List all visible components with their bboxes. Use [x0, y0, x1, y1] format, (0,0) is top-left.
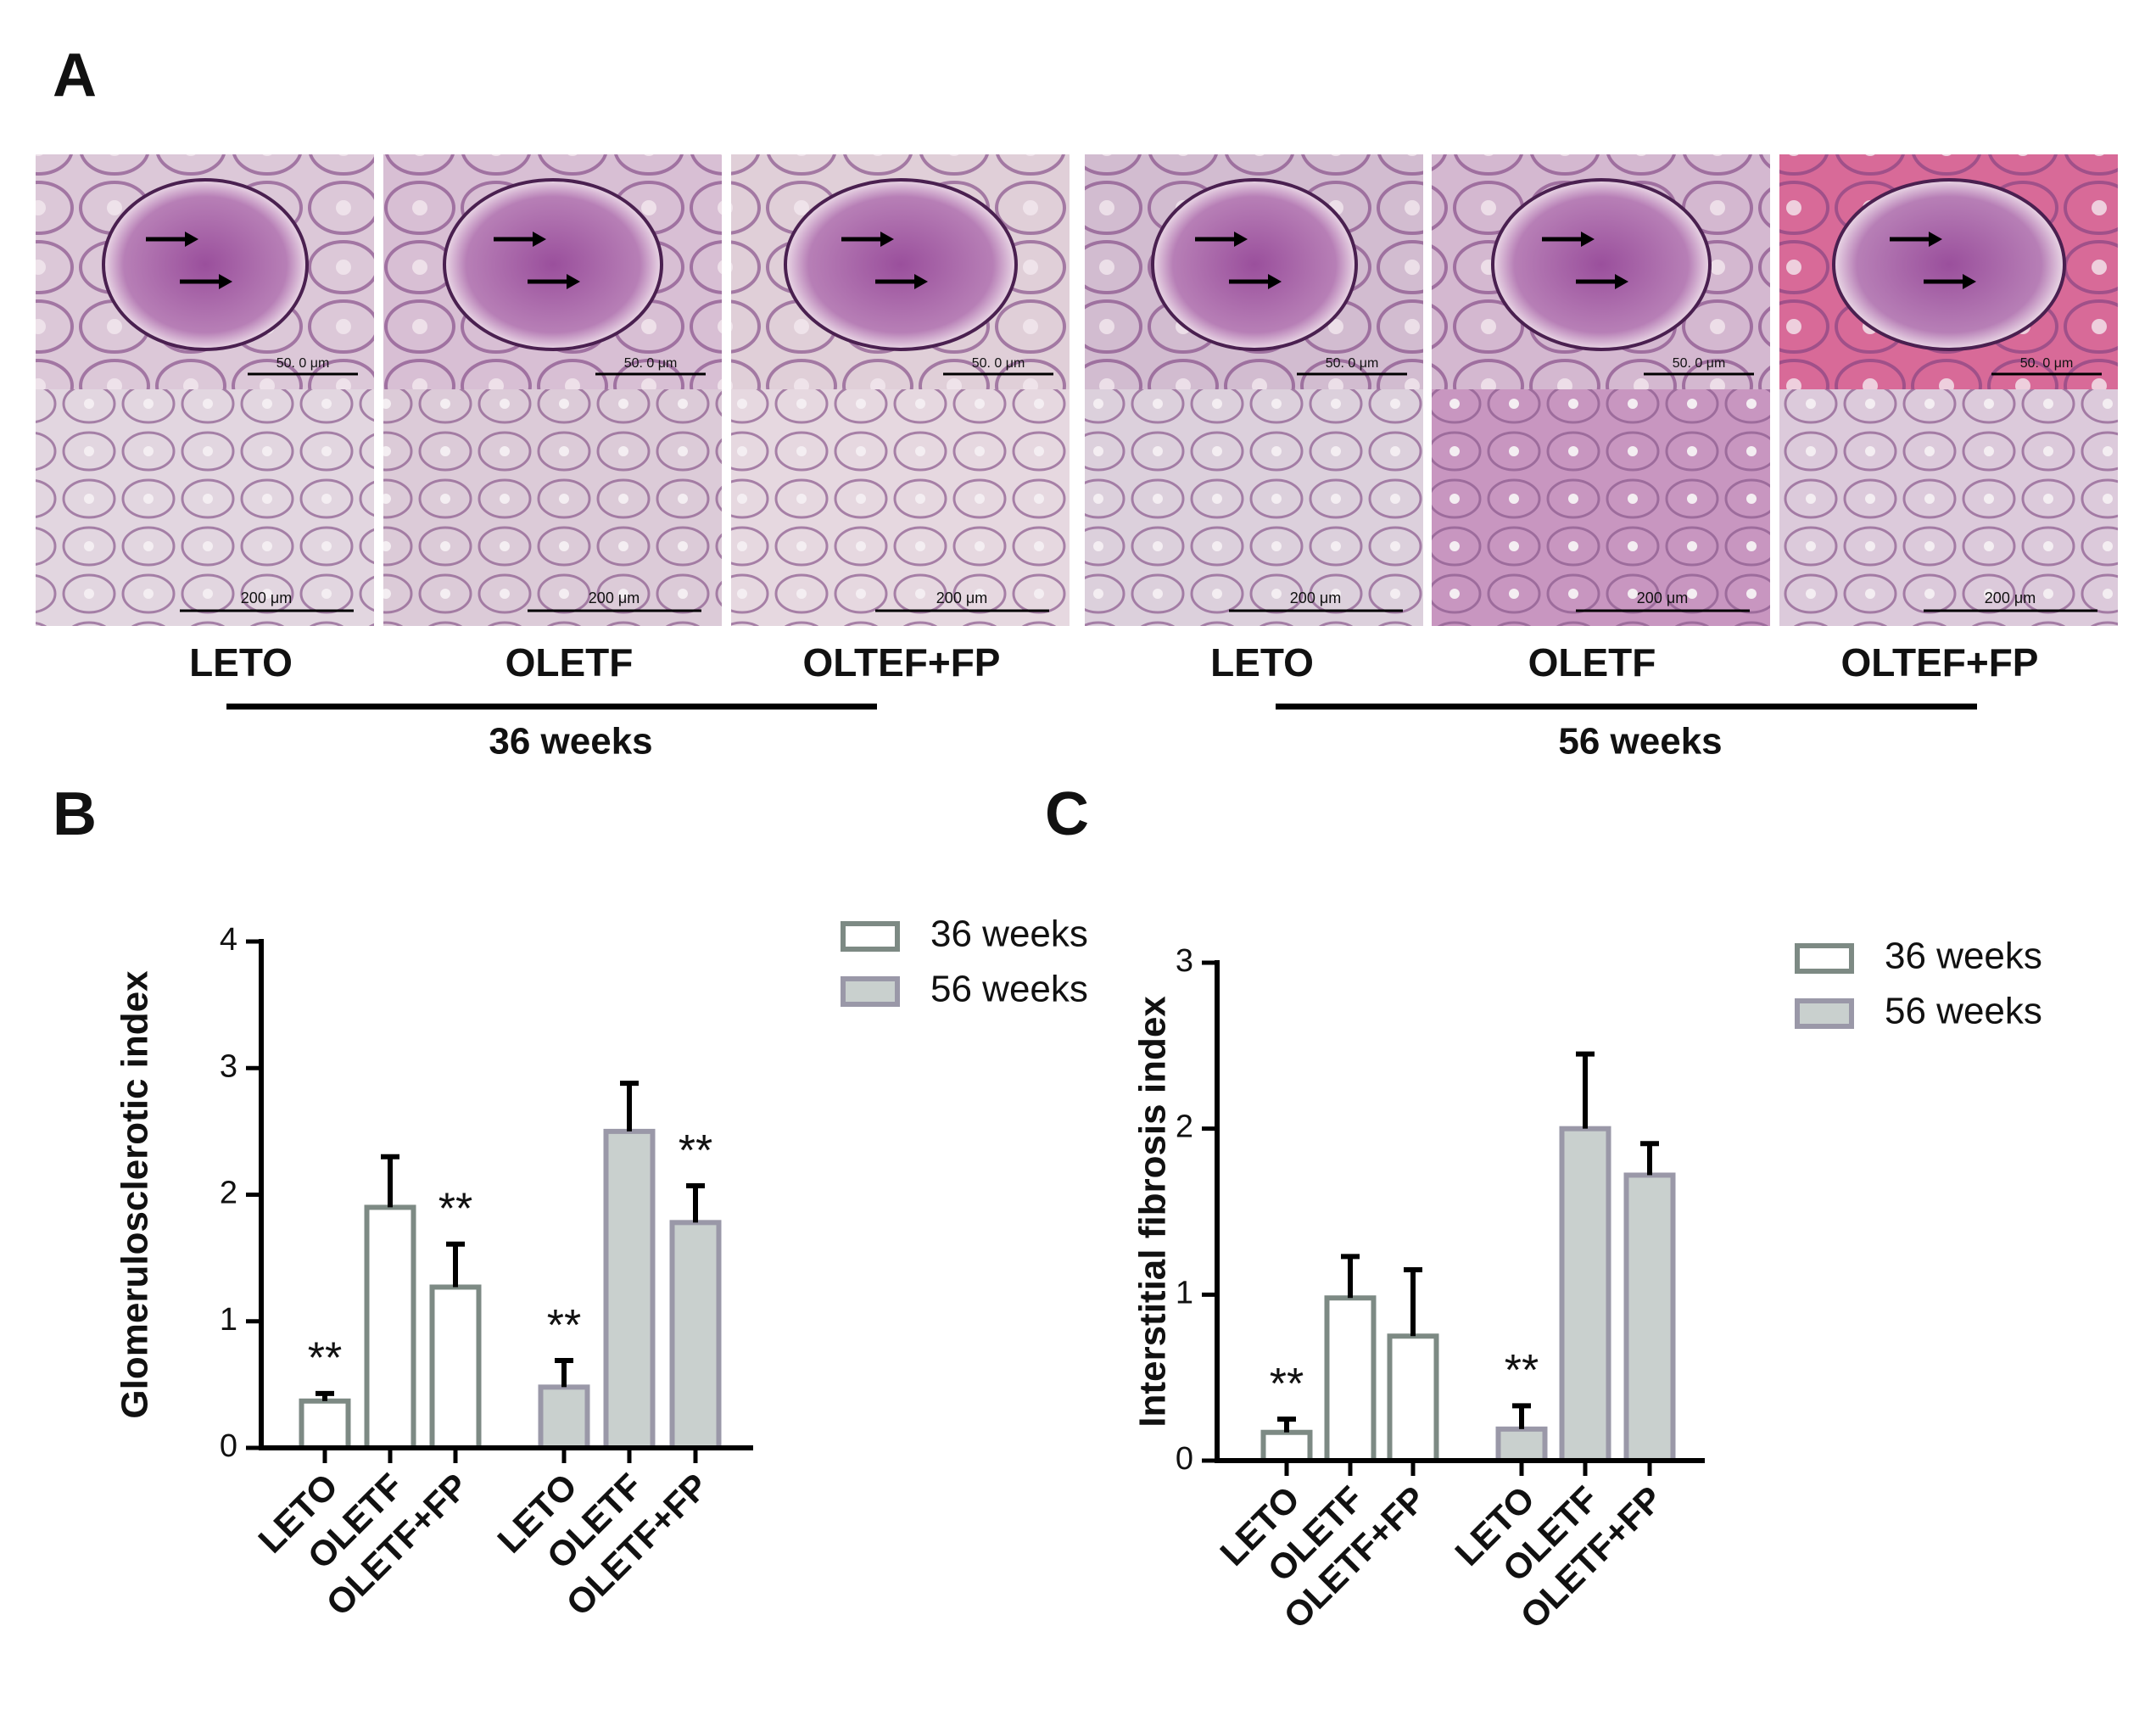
arrow-head	[1268, 274, 1282, 289]
bar	[1495, 1426, 1548, 1464]
scale-bar-label: 50. 0 μm	[276, 356, 330, 371]
arrow-head	[567, 274, 580, 289]
bar	[1260, 1429, 1313, 1464]
legend-label: 36 weeks	[930, 914, 1088, 955]
scale-bar-label: 200 μm	[1290, 589, 1341, 606]
group-label: OLTEF+FP	[803, 640, 1001, 684]
bar	[299, 1398, 351, 1450]
bar	[364, 1204, 416, 1451]
micrograph-texture	[36, 389, 374, 626]
significance: **	[438, 1184, 472, 1233]
micrograph-texture	[1779, 389, 2118, 626]
group-title: 56 weeks	[1558, 721, 1722, 763]
y-tick-label: 0	[1176, 1441, 1193, 1477]
glomerulus	[1832, 178, 2066, 351]
arrow-head	[533, 232, 546, 247]
scale-bar-label: 50. 0 μm	[2020, 356, 2074, 371]
y-tick-label: 0	[220, 1428, 237, 1464]
arrow-head	[219, 274, 232, 289]
panel-letter: A	[53, 42, 97, 109]
arrow-head	[1929, 232, 1942, 247]
scale-bar-label: 50. 0 μm	[1673, 356, 1726, 371]
scale-bar-label: 200 μm	[936, 589, 987, 606]
glomerulus	[784, 178, 1018, 351]
arrow-head	[880, 232, 894, 247]
micrograph-texture	[1085, 389, 1423, 626]
significance: **	[308, 1334, 342, 1383]
legend-label: 56 weeks	[930, 969, 1088, 1010]
scale-bar-label: 200 μm	[241, 589, 292, 606]
y-tick-label: 1	[1176, 1275, 1193, 1310]
glomerulus	[1151, 178, 1358, 351]
significance: **	[679, 1126, 712, 1176]
arrow-head	[1963, 274, 1976, 289]
bar	[1387, 1333, 1439, 1463]
bar	[1623, 1172, 1676, 1464]
y-tick-label: 1	[220, 1302, 237, 1338]
bar	[538, 1384, 590, 1450]
y-tick-label: 4	[220, 922, 237, 958]
panel-letter: C	[1045, 780, 1089, 848]
scale-bar-label: 50. 0 μm	[624, 356, 678, 371]
group-label: LETO	[1210, 640, 1314, 684]
micrograph-texture	[1432, 389, 1770, 626]
bar	[1324, 1295, 1377, 1464]
glomerulus	[1491, 178, 1712, 351]
arrow-head	[185, 232, 198, 247]
group-title: 36 weeks	[489, 721, 652, 763]
scale-bar-label: 200 μm	[589, 589, 640, 606]
group-label: OLTEF+FP	[1841, 640, 2039, 684]
group-label: OLETF	[1528, 640, 1656, 684]
glomerulus	[102, 178, 309, 351]
legend-label: 36 weeks	[1885, 936, 2042, 977]
y-tick-label: 2	[1176, 1109, 1193, 1145]
bar	[603, 1128, 656, 1450]
bar	[669, 1220, 722, 1450]
micrograph-texture	[731, 389, 1070, 626]
legend-swatch	[841, 976, 900, 1007]
legend-label: 56 weeks	[1885, 991, 2042, 1032]
y-axis-label: Interstitial fibrosis index	[1132, 996, 1174, 1428]
scale-bar-label: 200 μm	[1985, 589, 2036, 606]
legend-swatch	[1795, 943, 1854, 974]
arrow-head	[1234, 232, 1248, 247]
group-label: LETO	[189, 640, 293, 684]
y-tick-label: 2	[220, 1176, 237, 1211]
bar	[429, 1284, 482, 1451]
y-tick-label: 3	[220, 1048, 237, 1084]
significance: **	[1270, 1360, 1304, 1409]
significance: **	[1505, 1346, 1539, 1395]
arrow-head	[914, 274, 928, 289]
y-tick-label: 3	[1176, 943, 1193, 979]
legend-swatch	[1795, 998, 1854, 1029]
glomerulus	[443, 178, 663, 351]
significance: **	[547, 1301, 581, 1350]
scale-bar-label: 50. 0 μm	[972, 356, 1025, 371]
micrograph-texture	[383, 389, 722, 626]
y-axis-label: Glomerulosclerotic index	[115, 970, 156, 1419]
legend-swatch	[841, 921, 900, 952]
scale-bar-label: 50. 0 μm	[1326, 356, 1379, 371]
arrow-head	[1615, 274, 1628, 289]
bar	[1559, 1126, 1611, 1463]
group-label: OLETF	[505, 640, 634, 684]
arrow-head	[1581, 232, 1595, 247]
scale-bar-label: 200 μm	[1637, 589, 1688, 606]
panel-letter: B	[53, 780, 97, 848]
